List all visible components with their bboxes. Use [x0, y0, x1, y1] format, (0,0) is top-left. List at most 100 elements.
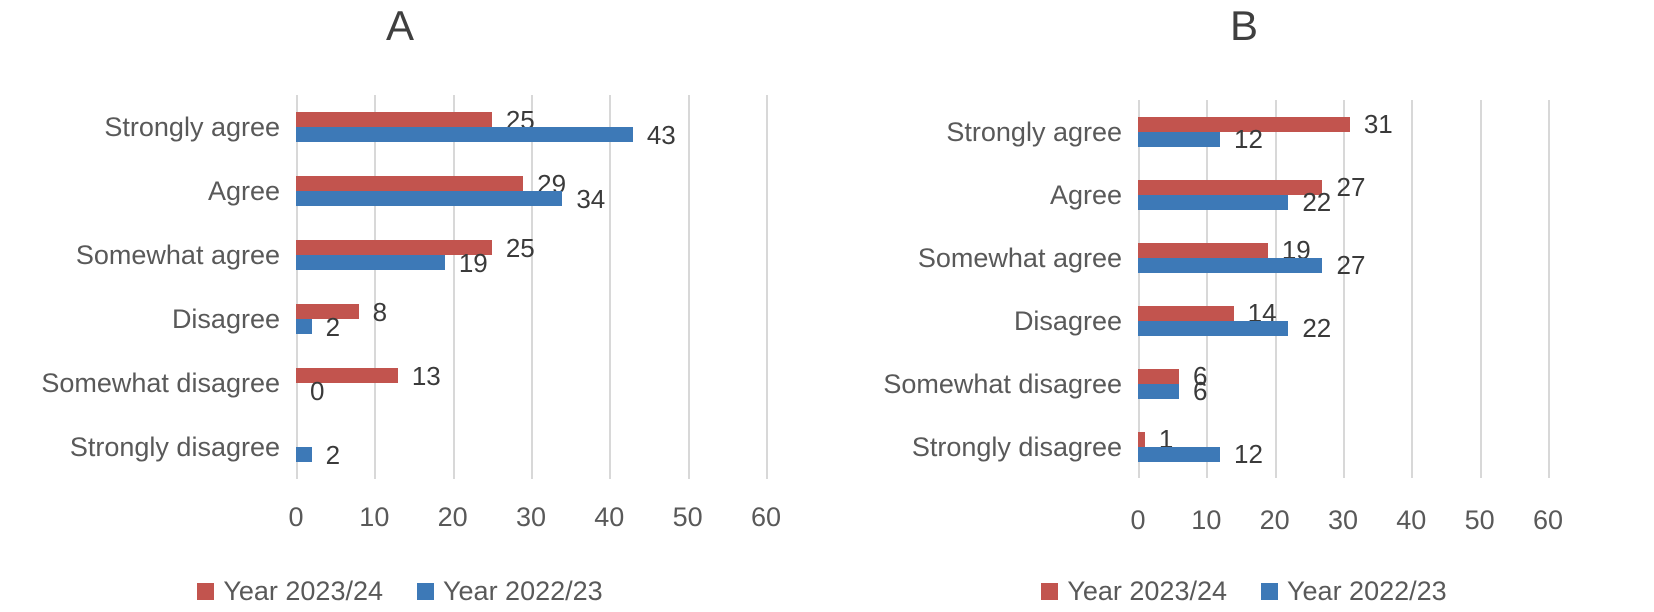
bar-series-year-2022-23	[296, 127, 633, 142]
legend: Year 2023/24 Year 2022/23	[834, 576, 1654, 607]
legend-label: Year 2023/24	[1067, 576, 1227, 606]
value-label: 34	[576, 183, 606, 214]
x-axis-tick-label: 30	[515, 502, 546, 532]
value-label: 13	[411, 360, 441, 391]
category-label: Somewhat agree	[917, 242, 1122, 273]
value-label: 8	[372, 296, 388, 327]
legend-swatch-icon	[417, 583, 434, 600]
category-label: Strongly agree	[104, 112, 280, 142]
legend-label: Year 2022/23	[1287, 576, 1447, 606]
bar-series-year-2022-23	[296, 255, 445, 270]
category-label: Strongly disagree	[911, 431, 1122, 462]
bar-series-year-2023-24	[296, 368, 398, 383]
bar-series-year-2022-23	[296, 447, 312, 462]
chart-b-title: B	[1229, 2, 1258, 49]
x-axis-tick-label: 30	[1327, 505, 1358, 535]
legend-label: Year 2023/24	[223, 576, 383, 606]
gridline	[1274, 100, 1277, 478]
value-label: 12	[1233, 124, 1263, 154]
category-label: Strongly agree	[946, 116, 1122, 147]
value-label: 19	[458, 247, 488, 278]
x-axis-tick-label: 10	[1191, 505, 1222, 535]
category-label: Somewhat agree	[75, 240, 280, 270]
bar-series-year-2022-23	[296, 191, 563, 206]
bar-series-year-2022-23	[296, 319, 312, 334]
gridline	[1342, 100, 1345, 478]
value-label: 25	[505, 232, 535, 263]
legend-item: Year 2022/23	[1261, 576, 1447, 607]
x-axis-tick-label: 10	[359, 502, 390, 532]
category-label: Agree	[1049, 179, 1122, 210]
legend-item: Year 2023/24	[197, 576, 383, 607]
bar-series-year-2022-23	[1138, 320, 1289, 336]
value-label: 6	[1192, 361, 1208, 391]
gridline	[1206, 100, 1209, 478]
gridline	[765, 95, 768, 479]
x-axis-tick-label: 0	[1130, 505, 1146, 535]
gridline	[1479, 100, 1482, 478]
bar-series-year-2022-23	[1138, 131, 1220, 147]
bar-series-year-2023-24	[296, 112, 492, 127]
x-axis-tick-label: 20	[437, 502, 468, 532]
bar-series-year-2023-24	[296, 176, 524, 191]
bar-series-year-2023-24	[1138, 431, 1145, 447]
bar-series-year-2023-24	[296, 304, 359, 319]
chart-a: A Strongly agree 25 43 Agree 29 34 Somewhat ag…	[0, 0, 800, 612]
bar-series-year-2023-24	[296, 240, 492, 255]
x-axis-tick-label: 40	[594, 502, 625, 532]
bar-series-year-2023-24	[1138, 116, 1350, 132]
x-axis-tick-label: 40	[1396, 505, 1427, 535]
bar-series-year-2022-23	[1138, 257, 1323, 273]
gridline	[530, 95, 533, 479]
value-label: 27	[1336, 172, 1366, 202]
value-label: 22	[1302, 187, 1332, 217]
bar-series-year-2023-24	[1138, 305, 1234, 321]
chart-a-title: A	[385, 2, 414, 49]
legend-swatch-icon	[1261, 583, 1278, 600]
legend-swatch-icon	[1041, 583, 1059, 600]
bar-series-year-2023-24	[1138, 179, 1323, 195]
gridline	[687, 95, 690, 479]
category-label: Disagree	[171, 304, 280, 334]
gridline	[374, 95, 377, 479]
x-axis-tick-label: 50	[672, 502, 703, 532]
legend-swatch-icon	[197, 583, 215, 600]
bar-series-year-2022-23	[1138, 383, 1179, 399]
value-label: 12	[1233, 439, 1263, 469]
plot-area	[296, 95, 770, 479]
value-label: 22	[1302, 313, 1332, 343]
value-label: 2	[325, 311, 341, 342]
value-label: 6	[1192, 376, 1208, 406]
plot-area	[1138, 100, 1552, 478]
category-label: Disagree	[1013, 305, 1122, 336]
x-axis-tick-label: 60	[1532, 505, 1563, 535]
gridline	[1138, 100, 1140, 478]
value-label: 27	[1336, 250, 1366, 280]
gridline	[1411, 100, 1414, 478]
value-label: 43	[646, 119, 676, 150]
bar-series-year-2023-24	[1138, 368, 1179, 384]
x-axis-tick-label: 0	[288, 502, 304, 532]
chart-b: B Strongly agree 31 12 Agree 27 22 Somewhat ag…	[834, 0, 1654, 612]
gridline	[296, 95, 298, 479]
bar-series-year-2023-24	[1138, 242, 1268, 258]
value-label: 31	[1363, 109, 1393, 139]
gridline	[452, 95, 455, 479]
category-label: Agree	[207, 176, 280, 206]
category-label: Strongly disagree	[69, 432, 280, 462]
x-axis-tick-label: 60	[750, 502, 781, 532]
legend-item: Year 2023/24	[1041, 576, 1227, 607]
legend-item: Year 2022/23	[417, 576, 603, 607]
legend-label: Year 2022/23	[443, 576, 603, 606]
x-axis-tick-label: 20	[1259, 505, 1290, 535]
gridline	[1547, 100, 1550, 478]
value-label: 0	[310, 375, 325, 406]
gridline	[609, 95, 612, 479]
value-label: 2	[325, 439, 341, 470]
category-label: Somewhat disagree	[883, 368, 1122, 399]
bar-series-year-2022-23	[1138, 446, 1220, 462]
category-label: Somewhat disagree	[41, 368, 280, 398]
legend: Year 2023/24 Year 2022/23	[0, 576, 800, 607]
bar-series-year-2022-23	[1138, 194, 1289, 210]
